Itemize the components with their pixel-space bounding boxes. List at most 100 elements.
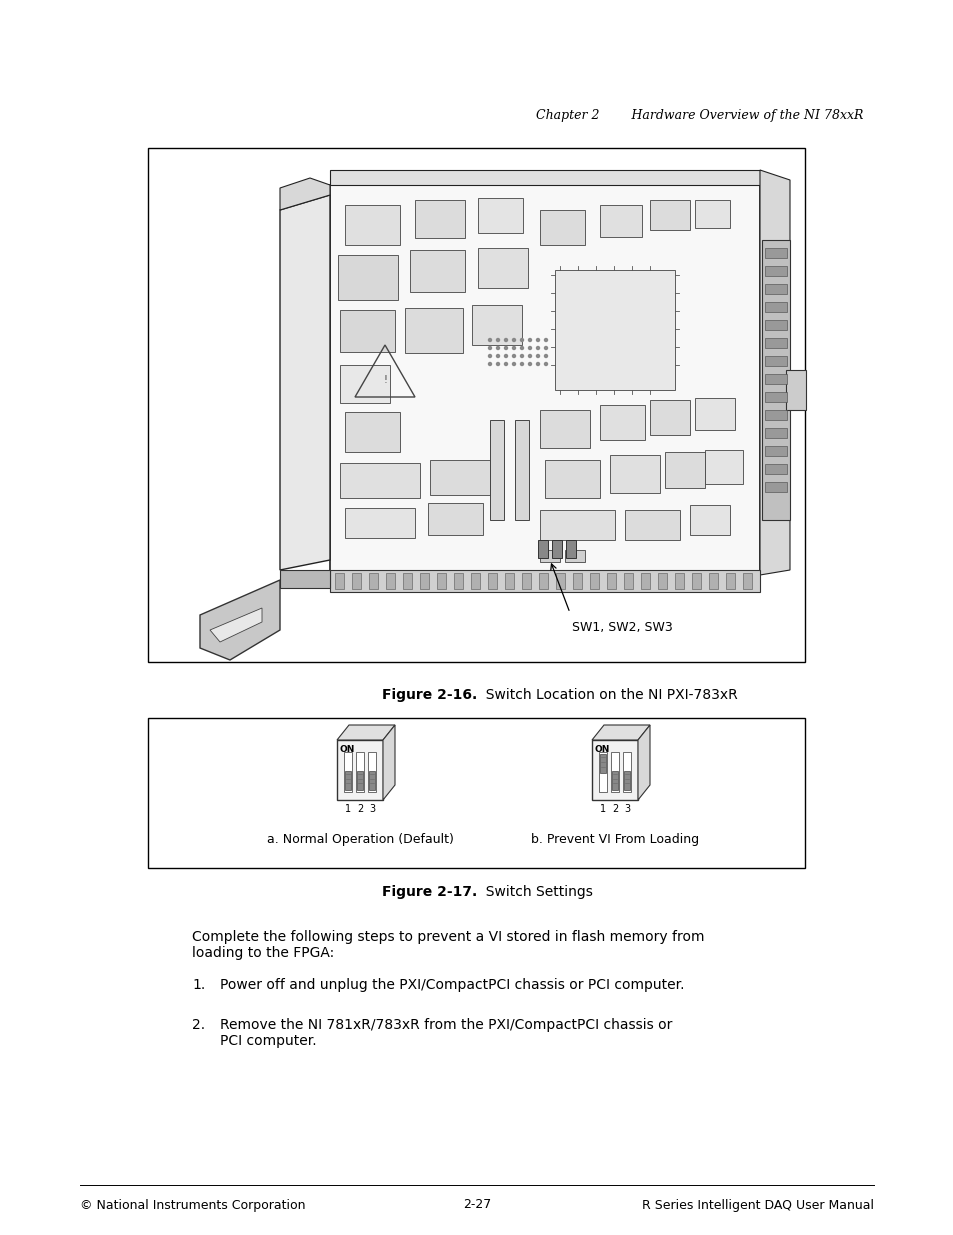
Text: Figure 2-17.: Figure 2-17. [381, 885, 476, 899]
Bar [539, 210, 584, 245]
Bar [356, 771, 363, 790]
Text: a. Normal Operation (Default): a. Normal Operation (Default) [266, 834, 453, 846]
Circle shape [496, 338, 499, 342]
Bar [369, 573, 377, 589]
Polygon shape [210, 608, 262, 642]
Polygon shape [382, 725, 395, 800]
Bar [675, 573, 683, 589]
Bar [537, 540, 547, 558]
Text: Switch Location on the NI PXI-783​xR: Switch Location on the NI PXI-783​xR [476, 688, 737, 701]
Circle shape [504, 347, 507, 350]
Bar [599, 205, 641, 237]
Bar [708, 573, 718, 589]
Bar [695, 398, 734, 430]
Bar [488, 573, 497, 589]
Circle shape [544, 338, 547, 342]
Text: 2.: 2. [192, 1018, 205, 1032]
Circle shape [488, 347, 491, 350]
Circle shape [528, 363, 531, 366]
Bar [280, 571, 330, 588]
Bar [336, 740, 382, 800]
Circle shape [520, 347, 523, 350]
Polygon shape [638, 725, 649, 800]
Bar [623, 573, 633, 589]
Text: !: ! [383, 375, 387, 385]
Bar [521, 573, 531, 589]
Bar [556, 573, 564, 589]
Bar [335, 573, 344, 589]
Bar [764, 464, 786, 474]
Bar [544, 459, 599, 498]
Circle shape [544, 363, 547, 366]
Bar [573, 573, 581, 589]
Bar [339, 463, 419, 498]
Bar [148, 148, 804, 662]
Text: © National Instruments Corporation: © National Instruments Corporation [80, 1198, 305, 1212]
Bar [555, 270, 675, 390]
Text: Complete the following steps to prevent a VI stored in flash memory from
loading: Complete the following steps to prevent … [192, 930, 703, 960]
Bar [539, 410, 589, 448]
Bar [764, 320, 786, 330]
Circle shape [504, 338, 507, 342]
Text: 2: 2 [611, 804, 618, 814]
Bar [477, 198, 522, 233]
Circle shape [528, 338, 531, 342]
Bar [355, 752, 364, 792]
Bar [471, 573, 479, 589]
Bar [764, 446, 786, 456]
Bar [419, 573, 429, 589]
Bar [436, 573, 446, 589]
Bar [345, 508, 415, 538]
Circle shape [488, 363, 491, 366]
Bar [664, 452, 704, 488]
Polygon shape [330, 185, 760, 576]
Bar [415, 200, 464, 238]
Bar [592, 740, 638, 800]
Circle shape [528, 347, 531, 350]
Bar [764, 284, 786, 294]
Circle shape [528, 354, 531, 357]
Polygon shape [330, 170, 760, 185]
Bar [148, 718, 804, 868]
Bar [689, 505, 729, 535]
Bar [339, 366, 390, 403]
Circle shape [520, 338, 523, 342]
Circle shape [544, 354, 547, 357]
Polygon shape [200, 580, 280, 659]
Bar [761, 240, 789, 520]
Bar [345, 771, 351, 790]
Circle shape [544, 347, 547, 350]
Bar [504, 573, 514, 589]
Text: 2: 2 [356, 804, 363, 814]
Text: 2-27: 2-27 [462, 1198, 491, 1212]
Bar [742, 573, 751, 589]
Circle shape [496, 354, 499, 357]
Bar [352, 573, 360, 589]
Bar [369, 771, 375, 790]
Polygon shape [592, 725, 649, 740]
Circle shape [512, 354, 515, 357]
Bar [623, 771, 629, 790]
Bar [454, 573, 462, 589]
Bar [565, 540, 576, 558]
Bar [405, 308, 462, 353]
Bar [368, 752, 375, 792]
Bar [339, 310, 395, 352]
Bar [764, 374, 786, 384]
Text: 1: 1 [599, 804, 605, 814]
Text: Figure 2-16.: Figure 2-16. [381, 688, 476, 701]
Bar [428, 503, 482, 535]
Text: ON: ON [339, 745, 355, 753]
Circle shape [504, 363, 507, 366]
Circle shape [520, 363, 523, 366]
Bar [539, 550, 559, 562]
Text: b. Prevent VI From Loading: b. Prevent VI From Loading [531, 834, 699, 846]
Bar [725, 573, 734, 589]
Bar [764, 248, 786, 258]
Bar [695, 200, 729, 228]
Bar [430, 459, 490, 495]
Bar [477, 248, 527, 288]
Bar [649, 200, 689, 230]
Circle shape [536, 354, 539, 357]
Bar [610, 752, 618, 792]
